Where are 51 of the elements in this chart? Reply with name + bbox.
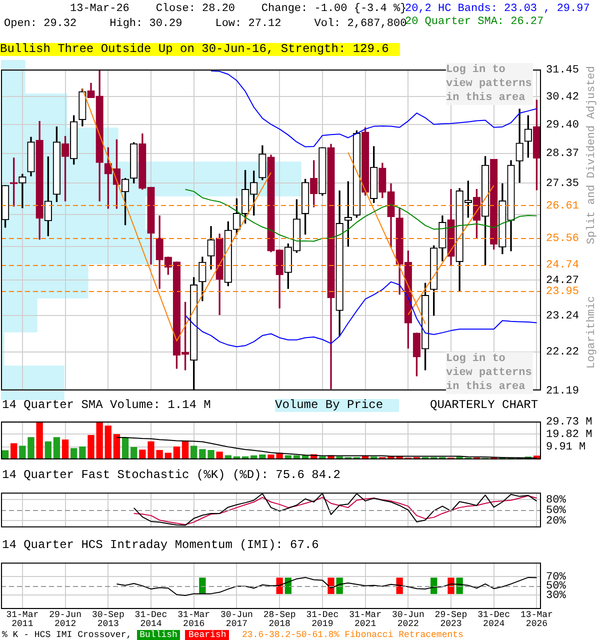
ref-line-label: 23.95 [546,286,580,298]
x-tick-label: 29-Jun 2012 [49,610,82,629]
y-tick-label: 20% [546,515,566,528]
x-tick-label: 29-Sep 2023 [434,610,468,629]
y-tick-label: 29.40 [546,119,580,132]
text: 23.6-38.2-50-61.8% Fibonacci Retracements [242,630,464,640]
x-tick-label: 28-Sep 2018 [263,610,296,629]
y-tick-label: 28.37 [546,148,580,160]
text: QUARTERLY CHART [430,398,538,412]
y-tick-label: 23.24 [546,310,580,322]
y-tick-label: 22.22 [546,346,580,359]
x-tick-label: 31-Dec 2019 [306,610,339,629]
y-tick-label: 30% [546,590,566,602]
y-tick-label: 50% [546,504,566,517]
chart-subtitle: Open: 29.32 High: 30.29 Low: 27.12 Vol: 2,687,800 [4,18,407,31]
annotation: Log in to view patterns in this area [446,63,533,105]
y-tick-label: 19.82 M [546,429,592,442]
y-tick-label: 30.42 [546,92,580,104]
y-tick-label: 27.35 [546,178,580,190]
x-tick-label: 13-Mar 2026 [520,610,553,629]
text: Bullish [136,630,180,640]
x-tick-label: 31-Mar 2016 [178,610,210,629]
text: 20 Quarter SMA: 26.27 [405,16,545,29]
y-tick-label: 21.19 [546,385,580,398]
legend-title: % K - HCS IMI Crossover, [2,630,132,640]
y-tick-label: 80% [546,494,566,506]
x-tick-label: 31-Mar 2011 [6,610,39,629]
chart-title: 14 Quarter HCS Intraday Momentum (IMI): 67.6 [2,538,319,552]
text: Bearish [185,630,230,640]
text: Bullish Three Outside Up on 30-Jun-16, Strength: 129.6 [0,42,400,56]
annotation: Log in to view patterns in this area [446,352,533,394]
x-tick-label: 31-Dec 2014 [134,610,168,629]
y-tick-label: 9.91 M [546,442,586,454]
text: 14 Quarter SMA Volume: 1.14 M [2,398,211,412]
chart-title: 13-Mar-26 Close: 28.20 Change: -1.00 {-3.4 %} [70,3,407,16]
ref-line-label: 25.56 [546,232,580,245]
x-tick-label: 31-Dec 2024 [478,610,510,629]
chart-title: 14 Quarter Fast Stochastic (%K) (%D): 75.6 84.2 [2,468,340,482]
y-tick-label: 29.73 M [546,416,592,429]
x-tick-label: 30-Sep 2013 [92,610,124,629]
ref-line-label: 26.61 [546,200,580,212]
x-tick-label: 31-Mar 2021 [349,610,382,629]
y-axis-title: Split and Dividend Adjusted [586,66,599,244]
ref-line-label: 24.74 [546,259,580,272]
x-tick-label: 30-Jun 2017 [220,610,253,629]
text: 20,2 HC Bands: 23.03 , 29.97 [405,3,590,16]
y-tick-label: 24.27 [546,275,580,288]
y-tick-label: 31.45 [546,64,580,77]
text: Volume By Price [275,398,399,412]
text: Logarithmic [586,296,599,369]
x-tick-label: 30-Jun 2022 [392,610,424,629]
